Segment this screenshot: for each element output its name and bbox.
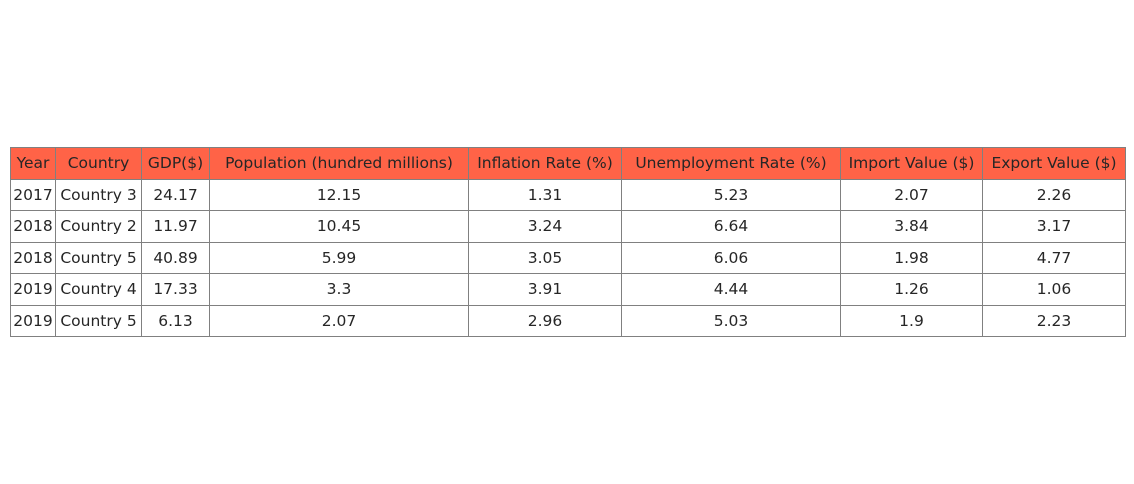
table-cell: 12.15 <box>209 178 469 211</box>
table-row: 2019 Country 5 6.13 2.07 2.96 5.03 1.9 2.23 <box>10 304 1126 337</box>
table-body: 2017 Country 3 24.17 12.15 1.31 5.23 2.07 2.26 2… <box>10 178 1126 337</box>
column-header: Export Value ($) <box>982 147 1126 180</box>
table-cell: 1.06 <box>982 273 1126 306</box>
table-cell: 5.03 <box>621 304 841 337</box>
table-cell: 1.26 <box>840 273 983 306</box>
table-cell: 11.97 <box>141 210 210 243</box>
column-header: Country <box>55 147 142 180</box>
table-cell: Country 4 <box>55 273 142 306</box>
table-cell: 3.3 <box>209 273 469 306</box>
table-cell: Country 5 <box>55 304 142 337</box>
table-cell: 5.23 <box>621 178 841 211</box>
table-cell: 2.96 <box>468 304 622 337</box>
table-cell: 2.23 <box>982 304 1126 337</box>
column-header: Year <box>10 147 56 180</box>
table-cell: Country 5 <box>55 241 142 274</box>
table-cell: 6.06 <box>621 241 841 274</box>
table-cell: 2019 <box>10 273 56 306</box>
table-cell: 24.17 <box>141 178 210 211</box>
table-row: 2018 Country 5 40.89 5.99 3.05 6.06 1.98 4.77 <box>10 241 1126 274</box>
table-header: Year Country GDP($) Population (hundred mil… <box>10 147 1126 180</box>
table-cell: 3.24 <box>468 210 622 243</box>
header-row: Year Country GDP($) Population (hundred mil… <box>10 147 1126 180</box>
table-cell: 1.98 <box>840 241 983 274</box>
table-cell: 1.31 <box>468 178 622 211</box>
table-cell: 3.17 <box>982 210 1126 243</box>
table-cell: Country 3 <box>55 178 142 211</box>
column-header: GDP($) <box>141 147 210 180</box>
column-header: Population (hundred millions) <box>209 147 469 180</box>
column-header: Import Value ($) <box>840 147 983 180</box>
table-cell: 40.89 <box>141 241 210 274</box>
table-cell: 3.05 <box>468 241 622 274</box>
table-cell: 3.91 <box>468 273 622 306</box>
table-row: 2018 Country 2 11.97 10.45 3.24 6.64 3.84 3.17 <box>10 210 1126 243</box>
table-row: 2019 Country 4 17.33 3.3 3.91 4.44 1.26 1.06 <box>10 273 1126 306</box>
table-cell: 2.07 <box>209 304 469 337</box>
table-cell: 2019 <box>10 304 56 337</box>
table-cell: 2018 <box>10 210 56 243</box>
table-cell: 4.44 <box>621 273 841 306</box>
table-cell: 2017 <box>10 178 56 211</box>
column-header: Inflation Rate (%) <box>468 147 622 180</box>
column-header: Unemployment Rate (%) <box>621 147 841 180</box>
table-cell: 1.9 <box>840 304 983 337</box>
table-cell: 3.84 <box>840 210 983 243</box>
table-cell: 2.26 <box>982 178 1126 211</box>
data-table: Year Country GDP($) Population (hundred mil… <box>10 147 1126 337</box>
table-cell: 17.33 <box>141 273 210 306</box>
table-cell: 4.77 <box>982 241 1126 274</box>
table-row: 2017 Country 3 24.17 12.15 1.31 5.23 2.07 2.26 <box>10 178 1126 211</box>
table-cell: 6.13 <box>141 304 210 337</box>
table-cell: 5.99 <box>209 241 469 274</box>
table-cell: 2.07 <box>840 178 983 211</box>
table-cell: Country 2 <box>55 210 142 243</box>
table-cell: 10.45 <box>209 210 469 243</box>
table-cell: 6.64 <box>621 210 841 243</box>
table-cell: 2018 <box>10 241 56 274</box>
